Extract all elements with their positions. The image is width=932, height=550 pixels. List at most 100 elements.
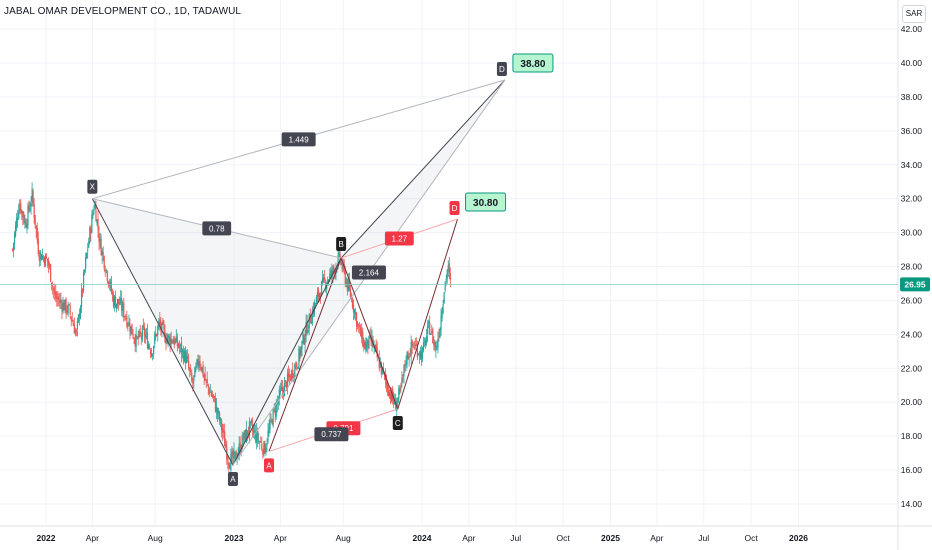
price-tick-label: 14.00 [901,499,923,509]
candle-body [157,325,159,336]
candle-body [391,390,393,402]
candle-body [74,330,76,335]
candle-body [87,249,89,251]
candle-body [41,255,43,259]
candle-body [352,305,355,312]
candle-body [148,345,151,349]
candle-body [242,437,244,440]
candle-body [187,355,189,360]
candle-body [324,277,326,281]
candle-body [106,271,108,281]
time-tick-label: Jul [510,533,521,543]
candle-body [23,215,25,223]
time-tick-label: Jul [698,533,709,543]
candle-body [27,206,29,226]
time-tick-label: Apr [462,533,475,543]
candle-body [404,363,406,367]
candle-body [165,340,167,344]
candle-body [190,371,192,372]
candle-body [154,334,156,344]
candle-body [281,386,284,391]
candle-body [430,334,432,335]
candle-body [301,341,303,349]
candle-body [341,262,343,270]
candle-body [347,281,349,291]
candle-body [47,260,50,265]
candle-body [45,256,48,259]
candle-body [229,468,231,470]
time-axis[interactable]: 2022 Apr Aug 2023 Apr Aug 2024 Apr Jul Oct 2025 Apr… [37,533,809,543]
candle-body [53,287,55,292]
candle-body [96,219,98,224]
candle-body [276,401,278,405]
candle-body [238,443,240,453]
candle-body [40,254,42,261]
candle-body [91,214,93,233]
candle-body [75,330,77,332]
candle-body [255,431,257,442]
candle-body [80,289,83,308]
candle-body [186,355,188,363]
candle-body [32,191,34,204]
currency-button[interactable]: SAR [902,5,926,23]
candle-body [69,305,71,315]
candle-body [116,299,119,305]
candle-body [161,322,163,333]
candle-body [202,364,204,377]
candle-body [289,374,291,377]
last-price: 26.95 [0,277,930,292]
candle-body [280,387,282,390]
candle-body [110,282,113,293]
candle-body [364,341,366,350]
candle-body [24,220,26,224]
candle-body [286,373,289,389]
candle-body [395,400,397,411]
candle-body [146,332,149,349]
candle-body [340,262,342,264]
candle-body [357,322,359,325]
candle-body [317,290,320,298]
candle-body [119,302,121,305]
candle-body [103,256,105,269]
point-label-d-small: D [452,204,458,213]
target-label-small-bg [465,192,507,212]
candle-body [112,294,115,307]
candle-body [234,451,236,453]
candle-body [439,328,441,338]
candle-body [26,224,28,228]
candle-body [35,225,37,230]
symbol-title[interactable]: JABAL OMAR DEVELOPMENT CO., 1D, TADAWUL [4,6,242,17]
candle-body [305,322,307,337]
candle-body [50,264,52,282]
candle-body [412,344,414,346]
price-axis[interactable]: 14.00 16.00 18.00 20.00 22.00 24.00 26.00 28.00… [901,24,923,509]
candle-body [89,227,91,243]
candle-body [250,419,253,424]
point-label-d-small-bg [449,201,460,216]
candle-body [440,315,442,330]
candle-body [381,367,383,373]
candle-body [272,408,274,427]
candle-body [399,387,401,391]
candle-body [64,299,66,311]
pattern-large-path [91,79,506,467]
candle-body [194,367,196,378]
harmonic-patterns[interactable]: 1.4490.782.164XABD38.801.270.7910.737ACD… [87,53,554,486]
candle-body [29,207,31,211]
candle-body [30,203,32,207]
candle-body [115,303,118,309]
candle-body [337,254,339,268]
candle-body [212,394,214,397]
candle-body [293,376,295,377]
candle-body [221,420,223,430]
ratio-label-ad: 2.164 [359,268,380,277]
candle-body [209,392,211,393]
candle-body [61,303,63,311]
candle-body [200,367,202,370]
price-tick-label: 22.00 [901,363,923,373]
candle-body [428,320,430,325]
candle-body [401,377,403,385]
candle-body [300,346,302,356]
candle-body [114,296,117,308]
